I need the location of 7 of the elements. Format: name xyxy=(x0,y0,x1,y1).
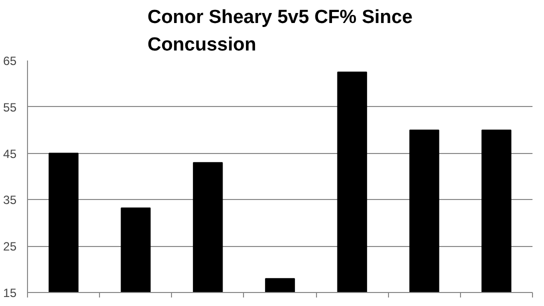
y-tick-label: 45 xyxy=(3,146,17,161)
y-tick-label: 15 xyxy=(3,286,17,300)
chart-title: Conor Sheary 5v5 CF% Since Concussion xyxy=(147,7,413,56)
y-tick-label: 55 xyxy=(3,100,17,114)
y-tick-label: 35 xyxy=(3,193,17,208)
y-tick-label: 25 xyxy=(3,240,17,254)
y-tick-label: 65 xyxy=(3,54,17,68)
